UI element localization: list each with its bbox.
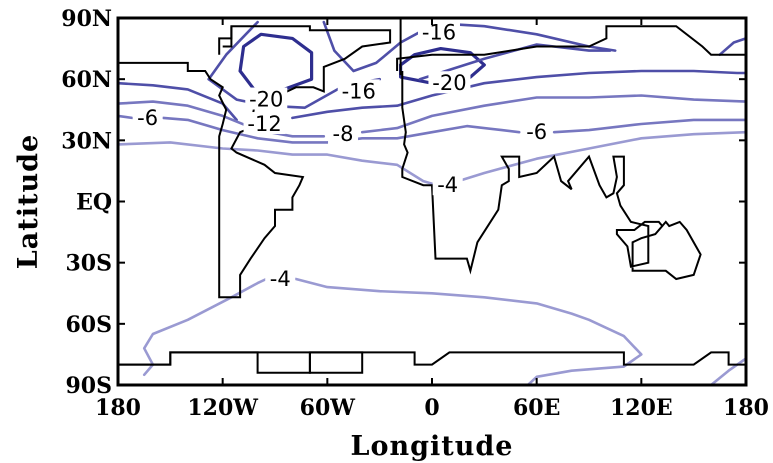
coastline-6 — [118, 351, 746, 374]
y-tick-label: 30N — [61, 128, 112, 154]
coastline-3 — [401, 71, 702, 281]
contour-line-14 — [118, 141, 439, 187]
x-tick-label: 60W — [300, 395, 356, 421]
x-axis-title: Longitude — [351, 431, 514, 462]
x-tick-label: 180 — [95, 395, 141, 421]
contour-line-11 — [118, 114, 134, 120]
contour-label-bg — [328, 122, 359, 145]
contour-label: -4 — [270, 267, 291, 291]
contour-line-16 — [142, 277, 268, 377]
contour-label: -20 — [432, 71, 466, 95]
contour-label-bg — [417, 20, 460, 43]
x-tick-label: 180 — [723, 395, 769, 421]
coastline-4 — [396, 25, 746, 71]
contour-label-bg — [132, 105, 163, 128]
contour-label: -20 — [249, 88, 283, 112]
coastlines — [118, 18, 746, 374]
contour-label: -6 — [137, 106, 158, 130]
contour-label: -16 — [422, 20, 456, 44]
coastline-0 — [118, 25, 392, 299]
contour-label-bg — [432, 173, 463, 196]
contour-line-1 — [399, 47, 486, 85]
contour-label-bg — [243, 112, 286, 135]
axis-ticks: 180 120W 60W 0 60E 120E 180 90N 60N 30N EQ 30S 60S 90… — [61, 6, 769, 421]
contour-line-2 — [207, 20, 259, 81]
contour-labels: -16 -20 -16 -20 -6 -12 -8 -6 -4 -4 — [132, 20, 552, 291]
y-tick-label: 60N — [61, 67, 112, 93]
contour-label: -8 — [333, 122, 354, 146]
contour-line-13 — [552, 118, 746, 134]
contour-line-10 — [360, 94, 746, 134]
contour-line-8 — [291, 69, 746, 120]
x-tick-label: 60E — [513, 395, 560, 421]
contour-label: -6 — [526, 120, 547, 144]
x-tick-label: 120W — [187, 395, 258, 421]
coastline-5 — [118, 351, 364, 374]
y-tick-label: 60S — [65, 312, 112, 338]
contour-line-6 — [718, 37, 746, 56]
y-tick-label: 30S — [65, 251, 112, 277]
x-tick-label: 0 — [424, 395, 439, 421]
y-tick-label: 90S — [65, 373, 112, 399]
contour-line-5 — [418, 43, 612, 81]
contour-label: -16 — [342, 79, 376, 103]
contour-label: -4 — [437, 173, 458, 197]
contour-line-18 — [709, 357, 746, 385]
contour-label-bg — [265, 266, 296, 289]
contour-label: -12 — [247, 112, 281, 136]
y-axis-title: Latitude — [13, 134, 44, 269]
contour-label-bg — [428, 71, 471, 94]
contour-line-0 — [238, 32, 314, 93]
x-tick-label: 120E — [610, 395, 673, 421]
contour-line-7 — [118, 81, 238, 122]
contour-label-bg — [245, 87, 288, 110]
y-tick-label: 90N — [61, 6, 112, 32]
contour-label-bg — [521, 120, 552, 143]
y-tick-label: EQ — [76, 190, 112, 216]
coastline-1 — [222, 26, 233, 48]
contour-line-15 — [456, 130, 746, 183]
contour-label-bg — [337, 79, 380, 102]
contour-line-9 — [118, 100, 326, 138]
contour-line-17 — [294, 277, 643, 385]
